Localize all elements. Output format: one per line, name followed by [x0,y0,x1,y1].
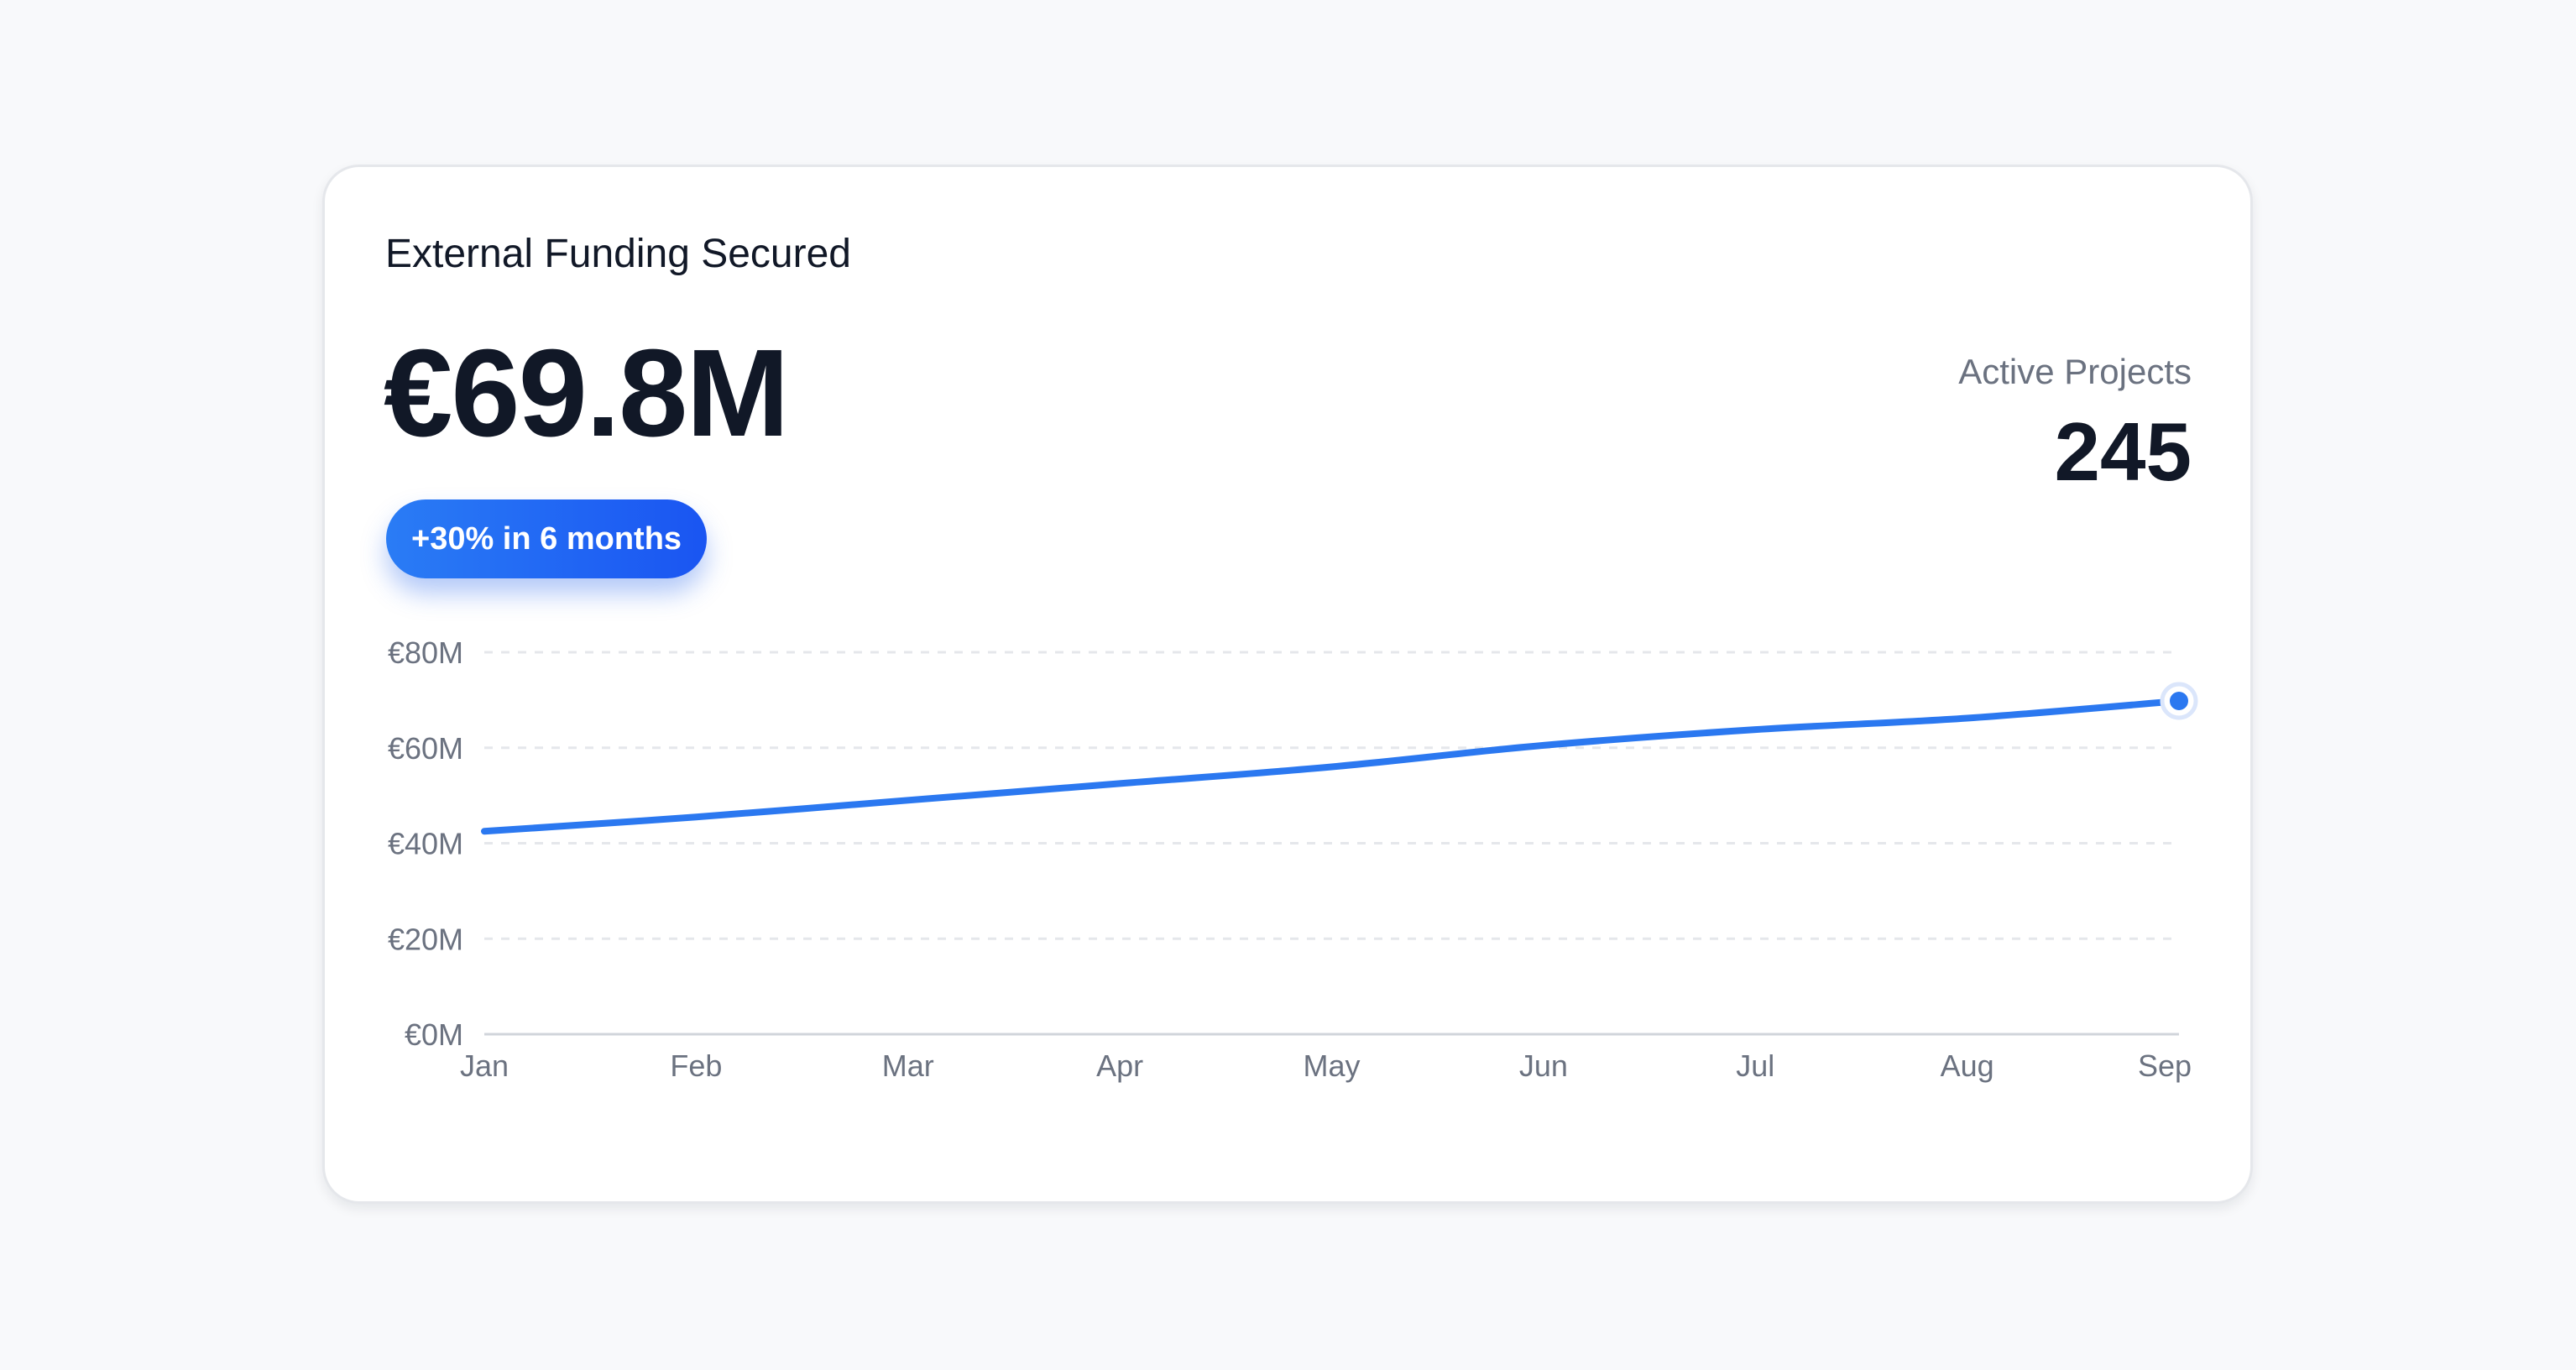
funding-card: External Funding Secured €69.8M +30% in … [322,165,2253,1204]
data-point [1329,764,1335,771]
x-tick-label: Jun [1519,1048,1568,1083]
data-point [1540,742,1547,749]
data-point [481,828,488,834]
y-tick-label: €20M [388,922,463,956]
data-point [1116,780,1123,787]
x-tick-label: Feb [670,1048,722,1083]
y-axis-ticks: €0M €20M €40M €60M €80M [388,635,463,1052]
x-tick-label: Mar [882,1048,934,1083]
x-tick-label: Aug [1941,1048,1994,1083]
last-data-point [2170,692,2188,711]
growth-badge: +30% in 6 months [386,499,708,578]
x-tick-label: Apr [1096,1048,1143,1083]
series-line [481,698,2182,835]
y-tick-label: €60M [388,731,463,766]
data-point [1752,726,1758,733]
y-tick-label: €0M [405,1017,463,1052]
chart-gridlines [484,651,2179,1036]
x-tick-label: May [1303,1048,1360,1083]
funding-total-value: €69.8M [384,324,790,463]
card-title: External Funding Secured [385,232,851,276]
data-point [905,797,912,803]
chart-series [481,682,2198,835]
active-projects-label: Active Projects [1958,352,2192,391]
active-projects-value: 245 [2054,405,2192,498]
x-tick-label: Jan [460,1048,509,1083]
data-point [692,813,699,820]
y-tick-label: €80M [388,635,463,670]
x-axis-ticks: Jan Feb Mar Apr May Jun Jul Aug Sep [460,1048,2192,1083]
x-tick-label: Sep [2138,1048,2192,1083]
y-tick-label: €40M [388,827,463,861]
data-point [1964,714,1971,721]
x-tick-label: Jul [1736,1048,1774,1083]
